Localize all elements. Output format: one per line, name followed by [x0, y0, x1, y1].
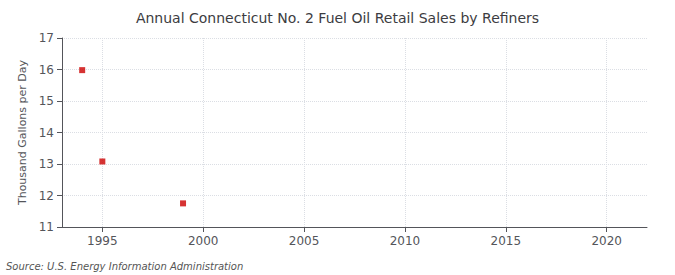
svg-text:2010: 2010 [390, 234, 421, 248]
svg-text:2020: 2020 [591, 234, 622, 248]
svg-text:2015: 2015 [491, 234, 522, 248]
svg-text:17: 17 [39, 31, 54, 45]
svg-text:Source: U.S. Energy Informatio: Source: U.S. Energy Information Administ… [6, 261, 243, 272]
svg-text:15: 15 [39, 94, 54, 108]
svg-text:11: 11 [39, 220, 54, 234]
svg-text:16: 16 [39, 63, 54, 77]
svg-text:14: 14 [39, 126, 54, 140]
svg-text:1995: 1995 [87, 234, 118, 248]
svg-text:Thousand Gallons per Day: Thousand Gallons per Day [16, 59, 29, 206]
svg-text:Annual Connecticut No. 2 Fuel: Annual Connecticut No. 2 Fuel Oil Retail… [136, 10, 539, 26]
svg-text:2000: 2000 [188, 234, 219, 248]
svg-text:2005: 2005 [289, 234, 320, 248]
svg-text:13: 13 [39, 157, 54, 171]
svg-text:12: 12 [39, 189, 54, 203]
